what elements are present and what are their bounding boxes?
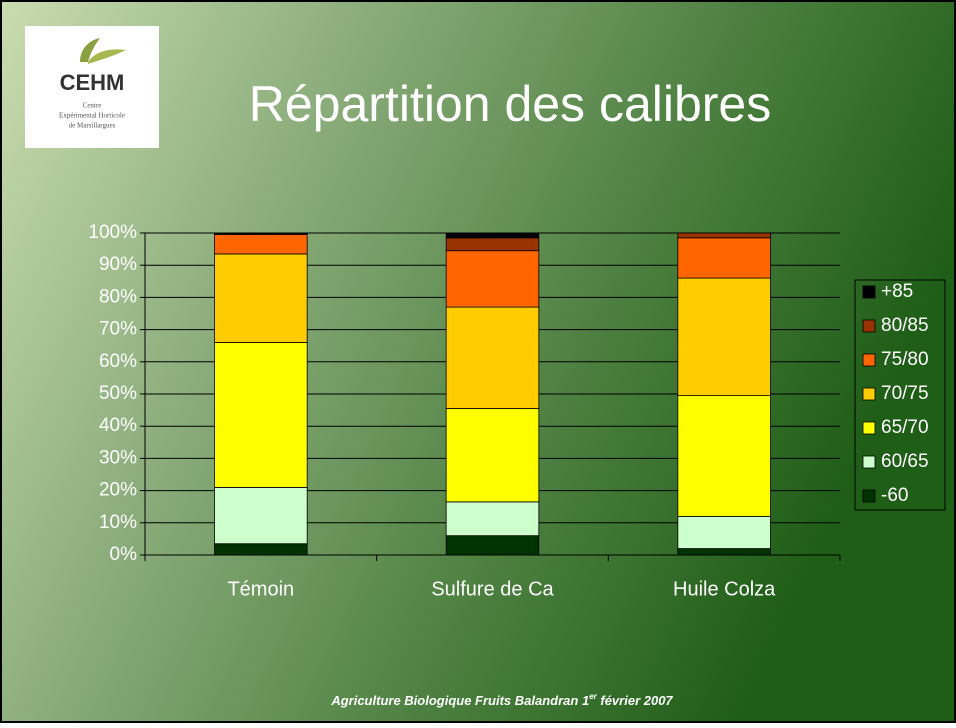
y-tick-label: 30%: [99, 447, 137, 468]
y-tick-label: 90%: [99, 254, 137, 275]
x-tick-label: Huile Colza: [673, 578, 776, 600]
legend-label: 80/85: [881, 315, 929, 336]
legend-label: 65/70: [881, 417, 929, 438]
footer-sup: er: [589, 692, 597, 701]
footer: Agriculture Biologique Fruits Balandran …: [330, 692, 673, 708]
logo-text: Centre: [83, 102, 102, 110]
bar-segment: [445, 232, 540, 239]
bar-segment: [677, 548, 771, 556]
footer-text: février 2007: [597, 693, 674, 708]
bar-segment: [677, 515, 771, 549]
legend-swatch: [862, 285, 876, 299]
bar-segment: [445, 535, 540, 556]
footer-text: Agriculture Biologique Fruits Balandran …: [330, 693, 589, 708]
bar-segment: [677, 277, 771, 397]
bar-segment: [214, 543, 308, 556]
bar-segment: [445, 306, 540, 409]
y-tick-label: 20%: [99, 480, 137, 501]
y-tick-label: 80%: [99, 286, 137, 307]
bar-segment: [445, 250, 540, 308]
bar-segment: [214, 342, 308, 488]
logo: CEHM Centre Expérimental Horticole de Ma…: [25, 26, 159, 148]
legend-box: [854, 279, 946, 511]
y-tick-label: 40%: [99, 415, 137, 436]
bar-segment: [214, 486, 308, 545]
bar-segment: [677, 395, 771, 517]
legend-swatch: [862, 421, 876, 435]
legend-label: -60: [881, 485, 908, 506]
y-tick-label: 50%: [99, 383, 137, 404]
y-tick-label: 100%: [88, 222, 137, 243]
legend-swatch: [862, 353, 876, 367]
y-tick-label: 70%: [99, 319, 137, 340]
legend-label: +85: [881, 281, 913, 302]
logo-leaf: [88, 49, 126, 64]
legend-label: 60/65: [881, 451, 929, 472]
bar-segment: [677, 237, 771, 279]
chart-title: Répartition des calibres: [249, 76, 772, 132]
bar-segment: [445, 408, 540, 503]
legend-label: 75/80: [881, 349, 929, 370]
legend-swatch: [862, 387, 876, 401]
y-tick-label: 10%: [99, 512, 137, 533]
bar-segment: [445, 501, 540, 537]
bar-segment: [214, 234, 308, 255]
legend-swatch: [862, 489, 876, 503]
y-tick-label: 60%: [99, 351, 137, 372]
bar-segment: [677, 232, 771, 239]
x-tick-label: Sulfure de Ca: [431, 578, 554, 600]
legend-swatch: [862, 455, 876, 469]
x-tick-label: Témoin: [227, 578, 294, 600]
logo-text: Expérimental Horticole: [59, 112, 125, 120]
logo-leaf: [80, 38, 100, 62]
logo-name: CEHM: [60, 70, 125, 95]
legend-label: 70/75: [881, 383, 929, 404]
legend-swatch: [862, 319, 876, 333]
bar-segment: [214, 232, 308, 235]
bar-segment: [214, 253, 308, 343]
logo-text: de Marsillargues: [69, 122, 116, 130]
y-tick-label: 0%: [110, 544, 138, 565]
bar-segment: [445, 237, 540, 252]
